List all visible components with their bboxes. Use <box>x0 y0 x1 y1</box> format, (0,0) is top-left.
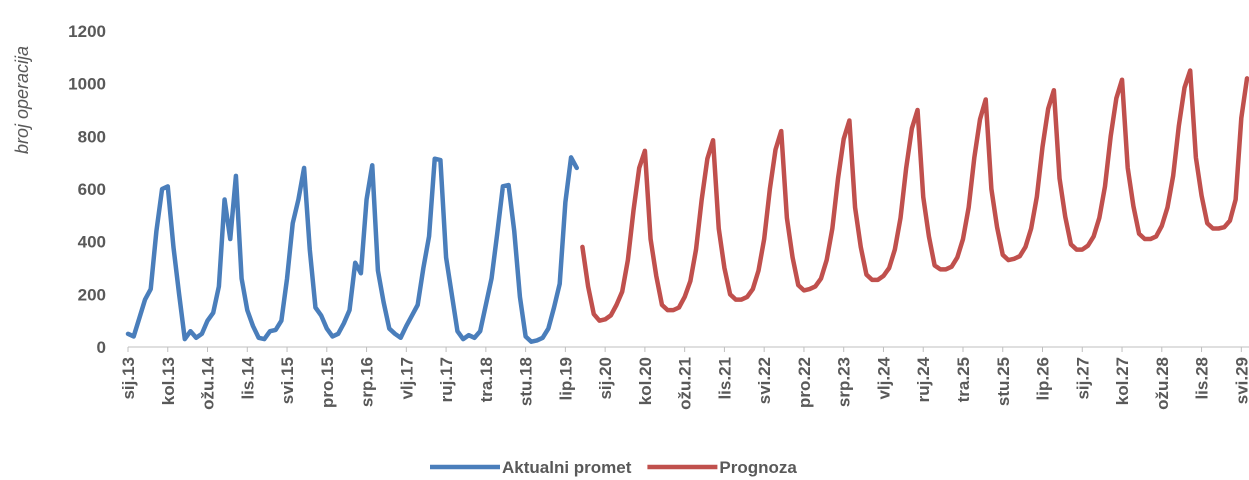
x-tick-label: svi.15 <box>278 357 297 404</box>
x-tick-label: lis.21 <box>715 357 734 400</box>
y-tick-label: 1200 <box>68 22 106 41</box>
series-line <box>580 68 1249 323</box>
x-tick-label: vlj.24 <box>874 356 893 399</box>
x-tick-label: stu.18 <box>517 357 536 406</box>
x-tick-label: ožu.14 <box>199 356 218 409</box>
y-tick-label: 200 <box>78 285 106 304</box>
y-axis-label: broj operacija <box>12 46 32 154</box>
legend-label: Aktualni promet <box>502 458 632 477</box>
x-tick-label: sij.20 <box>596 357 615 400</box>
legend-item: Aktualni promet <box>430 458 632 477</box>
x-tick-label: kol.20 <box>636 357 655 405</box>
x-tick-label: svi.22 <box>755 357 774 404</box>
y-tick-label: 800 <box>78 127 106 146</box>
legend: Aktualni promet Prognoza <box>430 458 797 477</box>
x-tick-label: kol.27 <box>1113 357 1132 405</box>
x-tick-label: tra.25 <box>954 357 973 402</box>
x-tick-label: ožu.21 <box>676 357 695 410</box>
x-tick-label: stu.25 <box>994 357 1013 406</box>
legend-label: Prognoza <box>719 458 797 477</box>
x-tick-label: sij.27 <box>1073 357 1092 400</box>
x-tick-label: lis.14 <box>238 356 257 399</box>
x-tick-label: lis.28 <box>1193 357 1212 400</box>
x-tick-label: lip.26 <box>1034 357 1053 400</box>
x-tick-label: lip.19 <box>556 357 575 400</box>
x-tick-label: srp.16 <box>358 357 377 407</box>
x-tick-label: ruj.24 <box>914 356 933 402</box>
x-tick-label: srp.23 <box>835 357 854 407</box>
y-tick-label: 600 <box>78 180 106 199</box>
x-tick-label: pro.22 <box>795 357 814 408</box>
x-tick-label: vlj.17 <box>397 357 416 400</box>
legend-item: Prognoza <box>647 458 797 477</box>
x-tick-label: ruj.17 <box>437 357 456 402</box>
x-tick-label: pro.15 <box>318 357 337 408</box>
x-tick-label: sij.13 <box>119 357 138 400</box>
y-tick-label: 0 <box>97 338 106 357</box>
y-tick-label: 400 <box>78 233 106 252</box>
y-tick-label: 1000 <box>68 75 106 94</box>
x-tick-label: kol.13 <box>159 357 178 405</box>
x-tick-label: svi.29 <box>1232 357 1249 404</box>
x-tick-label: tra.18 <box>477 357 496 402</box>
x-tick-label: ožu.28 <box>1153 357 1172 410</box>
series-line <box>125 155 579 344</box>
